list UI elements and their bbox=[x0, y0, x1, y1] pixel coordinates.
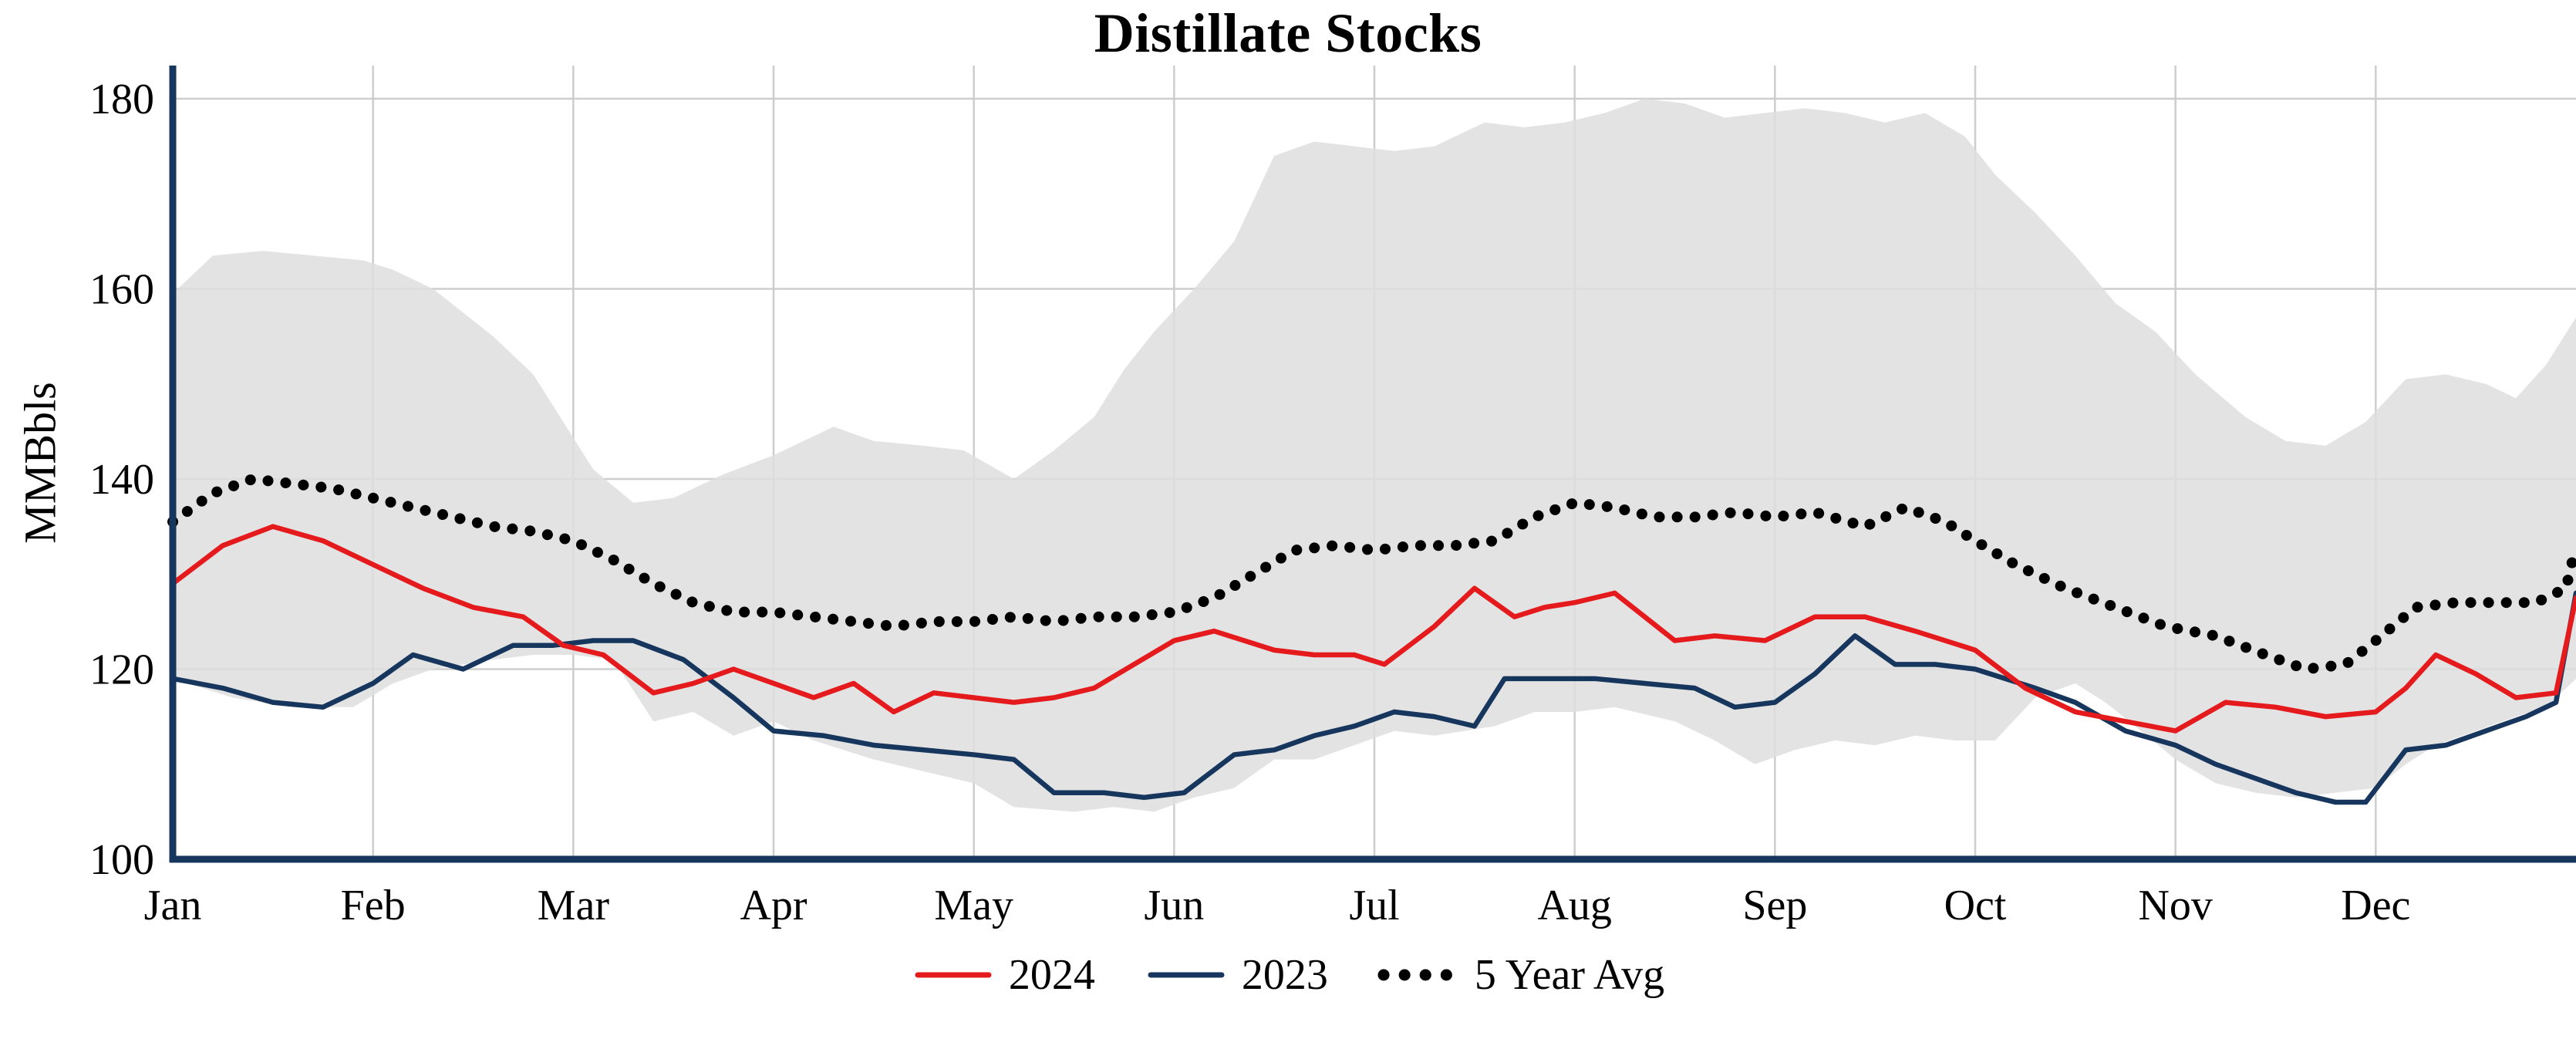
legend-item-5-year-avg: 5 Year Avg bbox=[1377, 950, 1664, 1000]
y-tick-label: 140 bbox=[89, 456, 154, 504]
legend-label-5-year-avg: 5 Year Avg bbox=[1474, 951, 1665, 999]
x-tick-label: Jan bbox=[144, 882, 202, 929]
chart-title: Distillate Stocks bbox=[1094, 2, 1482, 64]
legend-marker-canvas bbox=[915, 972, 992, 978]
x-tick-label: Sep bbox=[1742, 882, 1807, 929]
legend-marker-canvas bbox=[1377, 969, 1461, 981]
x-tick-label: Oct bbox=[1944, 882, 2007, 929]
x-tick-label: Aug bbox=[1537, 882, 1611, 929]
series-line-2024 bbox=[170, 524, 2576, 734]
y-tick-label: 160 bbox=[89, 266, 154, 314]
y-tick-label: 180 bbox=[89, 76, 154, 123]
legend-item-2023: 2023 bbox=[1145, 950, 1328, 1000]
legend-item-2024: 2024 bbox=[912, 950, 1095, 1000]
x-tick-label: Mar bbox=[538, 882, 610, 929]
legend-label-2024: 2024 bbox=[1008, 951, 1095, 999]
x-tick-label: Apr bbox=[740, 882, 807, 929]
y-tick-label: 120 bbox=[89, 646, 154, 694]
series-line-5-year-avg bbox=[167, 474, 2576, 675]
x-tick-label: Nov bbox=[2138, 882, 2212, 929]
legend-line-2023-icon bbox=[1145, 963, 1228, 987]
x-tick-label: Jun bbox=[1144, 882, 1204, 929]
x-tick-label: Dec bbox=[2341, 882, 2410, 929]
legend-dotted-line-icon bbox=[1377, 963, 1461, 987]
legend-line-2024-icon bbox=[912, 963, 995, 987]
x-tick-label: Feb bbox=[341, 882, 406, 929]
x-tick-label: May bbox=[934, 882, 1013, 929]
legend-label-2023: 2023 bbox=[1241, 951, 1328, 999]
x-tick-label: Jul bbox=[1349, 882, 1399, 929]
series-line-2023 bbox=[170, 590, 2576, 805]
y-tick-label: 100 bbox=[89, 836, 154, 884]
y-axis-label: MMBbls bbox=[15, 382, 66, 544]
five-year-range-band bbox=[173, 99, 2576, 812]
legend-marker-canvas bbox=[1148, 972, 1225, 978]
legend: 2024 2023 5 Year Avg bbox=[0, 950, 2576, 1000]
